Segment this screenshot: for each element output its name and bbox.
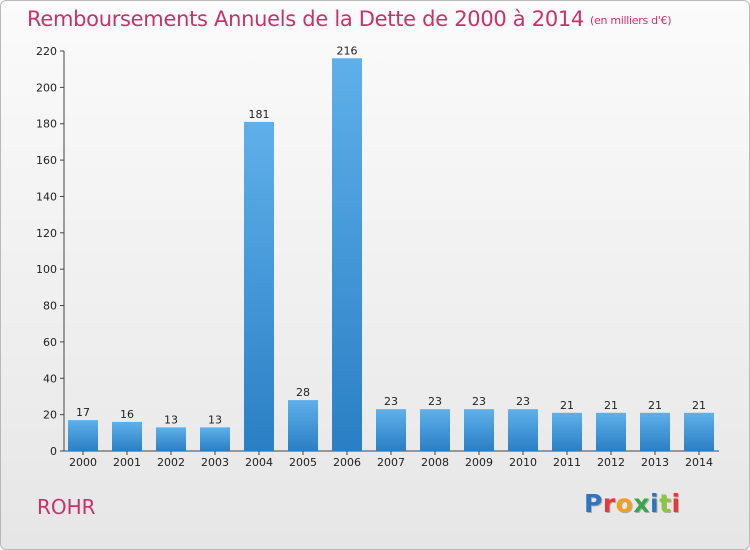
chart-title: Remboursements Annuels de la Dette de 20… [27, 7, 671, 31]
bar[interactable] [640, 412, 670, 451]
chart-title-text: Remboursements Annuels de la Dette de 20… [27, 7, 584, 31]
bar[interactable] [200, 427, 230, 451]
y-tick-label: 180 [36, 118, 57, 131]
bar[interactable] [420, 409, 450, 451]
x-tick-label: 2009 [465, 456, 493, 469]
y-tick-label: 20 [43, 409, 57, 422]
x-tick-label: 2012 [597, 456, 625, 469]
bar-value-label: 13 [208, 413, 222, 426]
x-tick-label: 2002 [157, 456, 185, 469]
bar-value-label: 216 [337, 44, 358, 57]
bar[interactable] [244, 121, 274, 451]
bar[interactable] [332, 58, 362, 451]
x-tick-label: 2006 [333, 456, 361, 469]
bar-value-label: 23 [428, 395, 442, 408]
bar[interactable] [112, 421, 142, 451]
y-tick-label: 200 [36, 81, 57, 94]
y-tick-label: 0 [50, 445, 57, 458]
bar-value-label: 21 [692, 399, 706, 412]
x-tick-label: 2007 [377, 456, 405, 469]
bar-value-label: 16 [120, 408, 134, 421]
logo-letter: o [615, 489, 634, 518]
x-tick-label: 2001 [113, 456, 141, 469]
y-tick-label: 140 [36, 190, 57, 203]
bar[interactable] [464, 409, 494, 451]
bar-value-label: 17 [76, 406, 90, 419]
bar-value-label: 181 [249, 108, 270, 121]
logo-letter: x [633, 489, 650, 518]
bar-value-label: 21 [604, 399, 618, 412]
x-tick-label: 2010 [509, 456, 537, 469]
y-tick-label: 160 [36, 154, 57, 167]
bar[interactable] [596, 412, 626, 451]
bar-value-label: 23 [516, 395, 530, 408]
bar-value-label: 21 [560, 399, 574, 412]
chart-unit: (en milliers d'€) [590, 14, 672, 27]
logo-letter: i [671, 489, 681, 518]
bar[interactable] [288, 400, 318, 451]
y-tick-label: 60 [43, 336, 57, 349]
logo-letter: P [584, 489, 603, 518]
logo-letter: t [659, 489, 672, 518]
bar-value-label: 13 [164, 413, 178, 426]
logo-letter: i [650, 489, 660, 518]
bar[interactable] [156, 427, 186, 451]
bar-value-label: 21 [648, 399, 662, 412]
bar[interactable] [376, 409, 406, 451]
x-tick-label: 2013 [641, 456, 669, 469]
y-tick-label: 120 [36, 227, 57, 240]
logo-letter: r [602, 489, 616, 518]
x-tick-label: 2004 [245, 456, 273, 469]
bar[interactable] [552, 412, 582, 451]
y-tick-label: 100 [36, 263, 57, 276]
bar-value-label: 28 [296, 386, 310, 399]
x-tick-label: 2005 [289, 456, 317, 469]
bar[interactable] [508, 409, 538, 451]
x-tick-label: 2011 [553, 456, 581, 469]
proxiti-logo[interactable]: Proxiti [584, 489, 681, 518]
x-tick-label: 2014 [685, 456, 713, 469]
bar-value-label: 23 [472, 395, 486, 408]
bar[interactable] [684, 412, 714, 451]
y-tick-label: 40 [43, 372, 57, 385]
bar[interactable] [68, 420, 98, 451]
y-tick-label: 80 [43, 300, 57, 313]
commune-name: ROHR [37, 495, 96, 519]
y-tick-label: 220 [36, 45, 57, 58]
x-tick-label: 2008 [421, 456, 449, 469]
x-tick-label: 2000 [69, 456, 97, 469]
x-tick-label: 2003 [201, 456, 229, 469]
bar-value-label: 23 [384, 395, 398, 408]
